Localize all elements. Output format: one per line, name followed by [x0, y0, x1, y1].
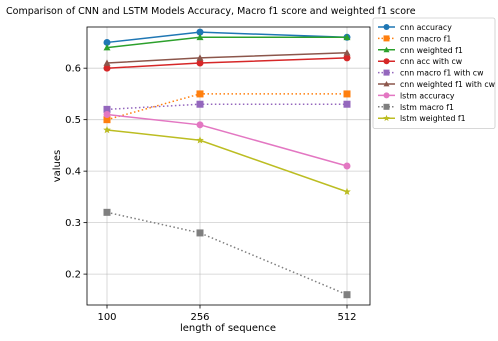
- y-tick-label: 0.5: [65, 115, 81, 126]
- legend-marker-cnn-accuracy: [383, 24, 390, 30]
- legend-label-lstm-weighted-f1: lstm weighted f1: [400, 114, 466, 123]
- y-tick-label: 0.4: [65, 167, 81, 178]
- legend-label-cnn-macro-f1: cnn macro f1: [400, 34, 451, 43]
- data-point-lstm-weighted-f1: [103, 125, 111, 134]
- legend-marker-cnn-macro-f1: [383, 35, 390, 42]
- data-point-lstm-macro-f1: [103, 208, 111, 216]
- legend-label-cnn-accuracy: cnn accuracy: [400, 23, 452, 32]
- data-point-lstm-macro-f1: [196, 229, 204, 237]
- data-point-cnn-weighted-f1-with-cw: [196, 54, 204, 61]
- legend-label-lstm-accuracy: lstm accuracy: [400, 91, 455, 100]
- legend-label-cnn-macro-f1-with-cw: cnn macro f1 with cw: [400, 69, 484, 78]
- data-point-cnn-weighted-f1: [103, 44, 111, 51]
- series-line-cnn-macro-f1-with-cw: [106, 103, 347, 111]
- data-point-lstm-accuracy: [196, 121, 204, 129]
- series-lstm-accuracy: [103, 111, 351, 170]
- chart-title: Comparison of CNN and LSTM Models Accura…: [6, 6, 416, 17]
- y-axis-label: values: [52, 150, 63, 183]
- grid: [87, 27, 370, 305]
- data-point-cnn-weighted-f1: [343, 33, 351, 41]
- series-line-lstm-macro-f1: [106, 211, 348, 296]
- data-point-cnn-weighted-f1: [196, 33, 204, 41]
- data-point-cnn-accuracy: [196, 28, 204, 36]
- series-cnn-weighted-f1-with-cw: [103, 49, 351, 66]
- data-point-cnn-macro-f1-with-cw: [196, 100, 204, 108]
- series-cnn-acc-with-cw: [103, 54, 351, 72]
- series-cnn-macro-f1-with-cw: [103, 100, 351, 113]
- legend-marker-cnn-acc-with-cw: [383, 58, 390, 65]
- legend-marker-lstm-accuracy: [383, 92, 390, 99]
- data-point-lstm-weighted-f1: [196, 136, 204, 144]
- series-lstm-macro-f1: [103, 208, 351, 299]
- legend-label-lstm-macro-f1: lstm macro f1: [400, 103, 454, 112]
- legend-label-cnn-weighted-f1-with-cw: cnn weighted f1 with cw: [400, 80, 496, 89]
- data-point-cnn-acc-with-cw: [196, 59, 204, 67]
- series-line-cnn-acc-with-cw: [106, 57, 348, 69]
- data-point-cnn-macro-f1: [196, 90, 204, 98]
- axes: 0.2 0.3 0.4 0.5 0.6 100 256 512: [65, 64, 356, 323]
- data-point-cnn-macro-f1: [343, 90, 351, 98]
- data-point-lstm-weighted-f1: [343, 187, 351, 195]
- series-cnn-macro-f1: [103, 90, 351, 124]
- y-tick-label: 0.2: [65, 270, 81, 281]
- legend-marker-cnn-weighted-f1: [383, 46, 390, 53]
- legend-box: [372, 17, 496, 129]
- legend-label-cnn-acc-with-cw: cnn acc with cw: [400, 57, 463, 66]
- data-point-cnn-acc-with-cw: [343, 54, 351, 62]
- data-point-lstm-accuracy: [343, 162, 351, 170]
- x-tick-label: 256: [190, 312, 209, 323]
- series-cnn-weighted-f1: [103, 33, 351, 51]
- series-line-lstm-weighted-f1: [106, 129, 348, 193]
- series-line-lstm-accuracy: [106, 113, 348, 167]
- data-point-cnn-acc-with-cw: [103, 64, 111, 72]
- data-point-cnn-macro-f1: [103, 116, 111, 124]
- x-tick-label: 512: [337, 312, 356, 323]
- legend: cnn accuracy cnn macro f1 cnn weighted f1 c…: [372, 17, 496, 129]
- legend-marker-lstm-weighted-f1: [383, 114, 390, 121]
- x-tick-label: 100: [97, 312, 116, 323]
- legend-label-cnn-weighted-f1: cnn weighted f1: [400, 46, 463, 55]
- data-point-cnn-accuracy: [103, 38, 111, 46]
- legend-marker-cnn-macro-f1-with-cw: [383, 69, 390, 76]
- y-tick-label: 0.6: [65, 64, 81, 75]
- legend-marker-cnn-weighted-f1-with-cw: [383, 81, 390, 87]
- series-lstm-weighted-f1: [103, 125, 351, 195]
- data-point-lstm-macro-f1: [343, 291, 351, 299]
- data-point-cnn-weighted-f1-with-cw: [103, 59, 111, 66]
- y-tick-label: 0.3: [65, 218, 81, 229]
- data-point-cnn-macro-f1-with-cw: [103, 105, 111, 113]
- data-point-lstm-accuracy: [103, 111, 111, 119]
- series-lines: [103, 28, 351, 299]
- x-axis-label: length of sequence: [180, 323, 276, 334]
- legend-marker-lstm-macro-f1: [383, 103, 390, 110]
- plot-frame: [86, 26, 371, 306]
- data-point-cnn-macro-f1-with-cw: [343, 100, 351, 108]
- data-point-cnn-weighted-f1-with-cw: [343, 49, 351, 56]
